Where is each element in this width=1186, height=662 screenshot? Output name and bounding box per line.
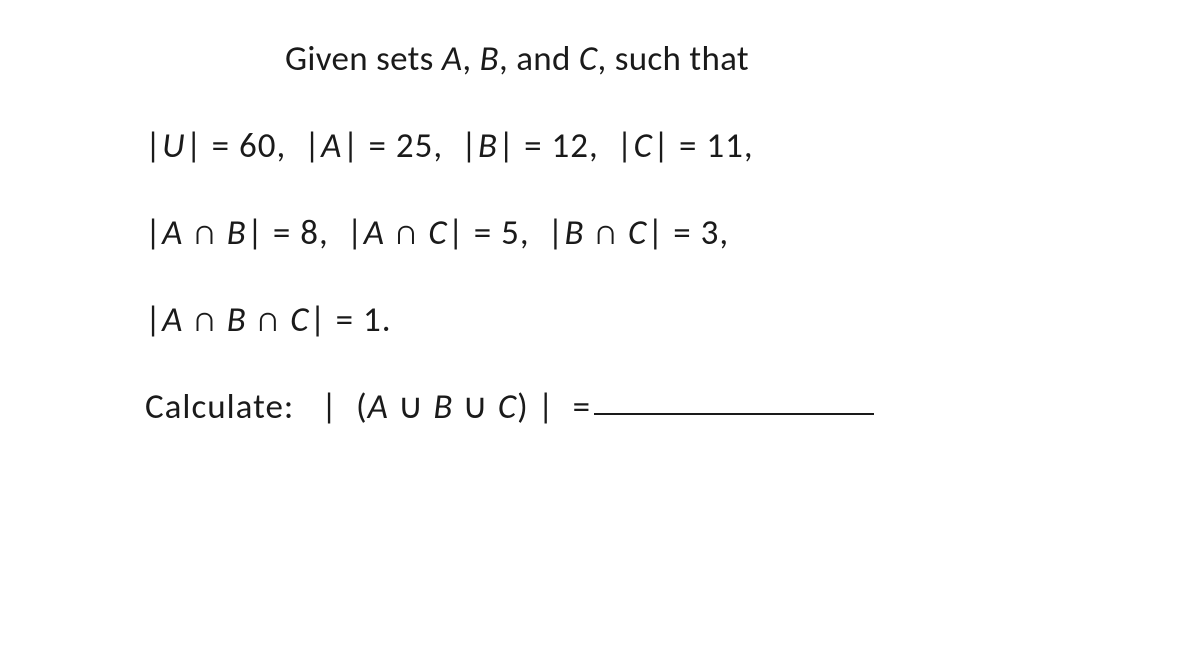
intersect: ∩ bbox=[593, 212, 619, 254]
set-a: A bbox=[442, 38, 463, 80]
c-label: C bbox=[634, 125, 653, 167]
bar: | bbox=[145, 125, 162, 167]
bar: | bbox=[538, 386, 555, 428]
bar: | bbox=[247, 212, 264, 254]
bar: | bbox=[653, 125, 670, 167]
eq: = bbox=[368, 125, 386, 167]
calc-b: B bbox=[433, 386, 453, 428]
eq: = bbox=[673, 212, 691, 254]
ab-b: B bbox=[227, 212, 247, 254]
bc-val: 3 bbox=[701, 212, 720, 254]
a-label: A bbox=[321, 125, 342, 167]
eq: = bbox=[524, 125, 542, 167]
bar: | bbox=[647, 212, 664, 254]
abc-val: 1 bbox=[363, 299, 382, 341]
cardinality-line-1: |U| = 60, |A| = 25, |B| = 12, |C| = 11, bbox=[145, 122, 1045, 171]
comma: , bbox=[520, 212, 530, 254]
ab-val: 8 bbox=[300, 212, 319, 254]
u-label: U bbox=[162, 125, 185, 167]
bar: | bbox=[498, 125, 515, 167]
bar: | bbox=[145, 299, 162, 341]
bar: | bbox=[321, 386, 338, 428]
bar: | bbox=[617, 125, 634, 167]
comma: , bbox=[276, 125, 286, 167]
comma: , bbox=[589, 125, 599, 167]
answer-blank[interactable] bbox=[594, 413, 874, 415]
cardinality-line-3: |A ∩ B ∩ C| = 1. bbox=[145, 296, 1045, 345]
eq: = bbox=[474, 212, 492, 254]
bar: | bbox=[461, 125, 478, 167]
ac-a: A bbox=[364, 212, 385, 254]
eq: = bbox=[336, 299, 354, 341]
eq: = bbox=[679, 125, 697, 167]
bc-c: C bbox=[628, 212, 647, 254]
intersect: ∩ bbox=[192, 299, 218, 341]
union: ∪ bbox=[462, 386, 489, 428]
ac-val: 5 bbox=[501, 212, 520, 254]
cardinality-line-2: |A ∩ B| = 8, |A ∩ C| = 5, |B ∩ C| = 3, bbox=[145, 209, 1045, 258]
calculate-line: Calculate: | (A ∪ B ∪ C) | = bbox=[145, 383, 1045, 432]
bar: | bbox=[304, 125, 321, 167]
comma: , bbox=[744, 125, 754, 167]
calc-label: Calculate: bbox=[145, 386, 294, 428]
union: ∪ bbox=[398, 386, 425, 428]
b-label: B bbox=[478, 125, 498, 167]
intersect: ∩ bbox=[192, 212, 218, 254]
set-c: C bbox=[579, 38, 598, 80]
bc-b: B bbox=[565, 212, 585, 254]
ac-c: C bbox=[428, 212, 447, 254]
b-val: 12 bbox=[551, 125, 588, 167]
intro-suffix: , such that bbox=[598, 38, 749, 80]
intersect: ∩ bbox=[256, 299, 282, 341]
intro-prefix: Given sets bbox=[285, 38, 442, 80]
c-val: 11 bbox=[706, 125, 743, 167]
abc-a: A bbox=[162, 299, 183, 341]
bar: | bbox=[347, 212, 364, 254]
bar: | bbox=[145, 212, 162, 254]
intro-line: Given sets A, B, and C, such that bbox=[145, 35, 1045, 84]
intersect: ∩ bbox=[394, 212, 420, 254]
bar: | bbox=[448, 212, 465, 254]
comma: , bbox=[433, 125, 443, 167]
eq: = bbox=[212, 125, 230, 167]
abc-b: B bbox=[227, 299, 247, 341]
ab-a: A bbox=[162, 212, 183, 254]
a-val: 25 bbox=[396, 125, 433, 167]
set-b: B bbox=[480, 38, 499, 80]
bar: | bbox=[547, 212, 564, 254]
comma: , bbox=[719, 212, 729, 254]
calc-a: A bbox=[368, 386, 389, 428]
comma2: , and bbox=[499, 38, 579, 80]
abc-c: C bbox=[290, 299, 309, 341]
u-val: 60 bbox=[239, 125, 276, 167]
comma1: , bbox=[462, 38, 479, 80]
calc-eq: = bbox=[573, 386, 591, 428]
calc-c: C bbox=[498, 386, 517, 428]
problem-content: Given sets A, B, and C, such that |U| = … bbox=[145, 35, 1045, 432]
bar: | bbox=[342, 125, 359, 167]
bar: | bbox=[186, 125, 203, 167]
eq: = bbox=[273, 212, 291, 254]
comma: , bbox=[319, 212, 329, 254]
bar: | bbox=[310, 299, 327, 341]
